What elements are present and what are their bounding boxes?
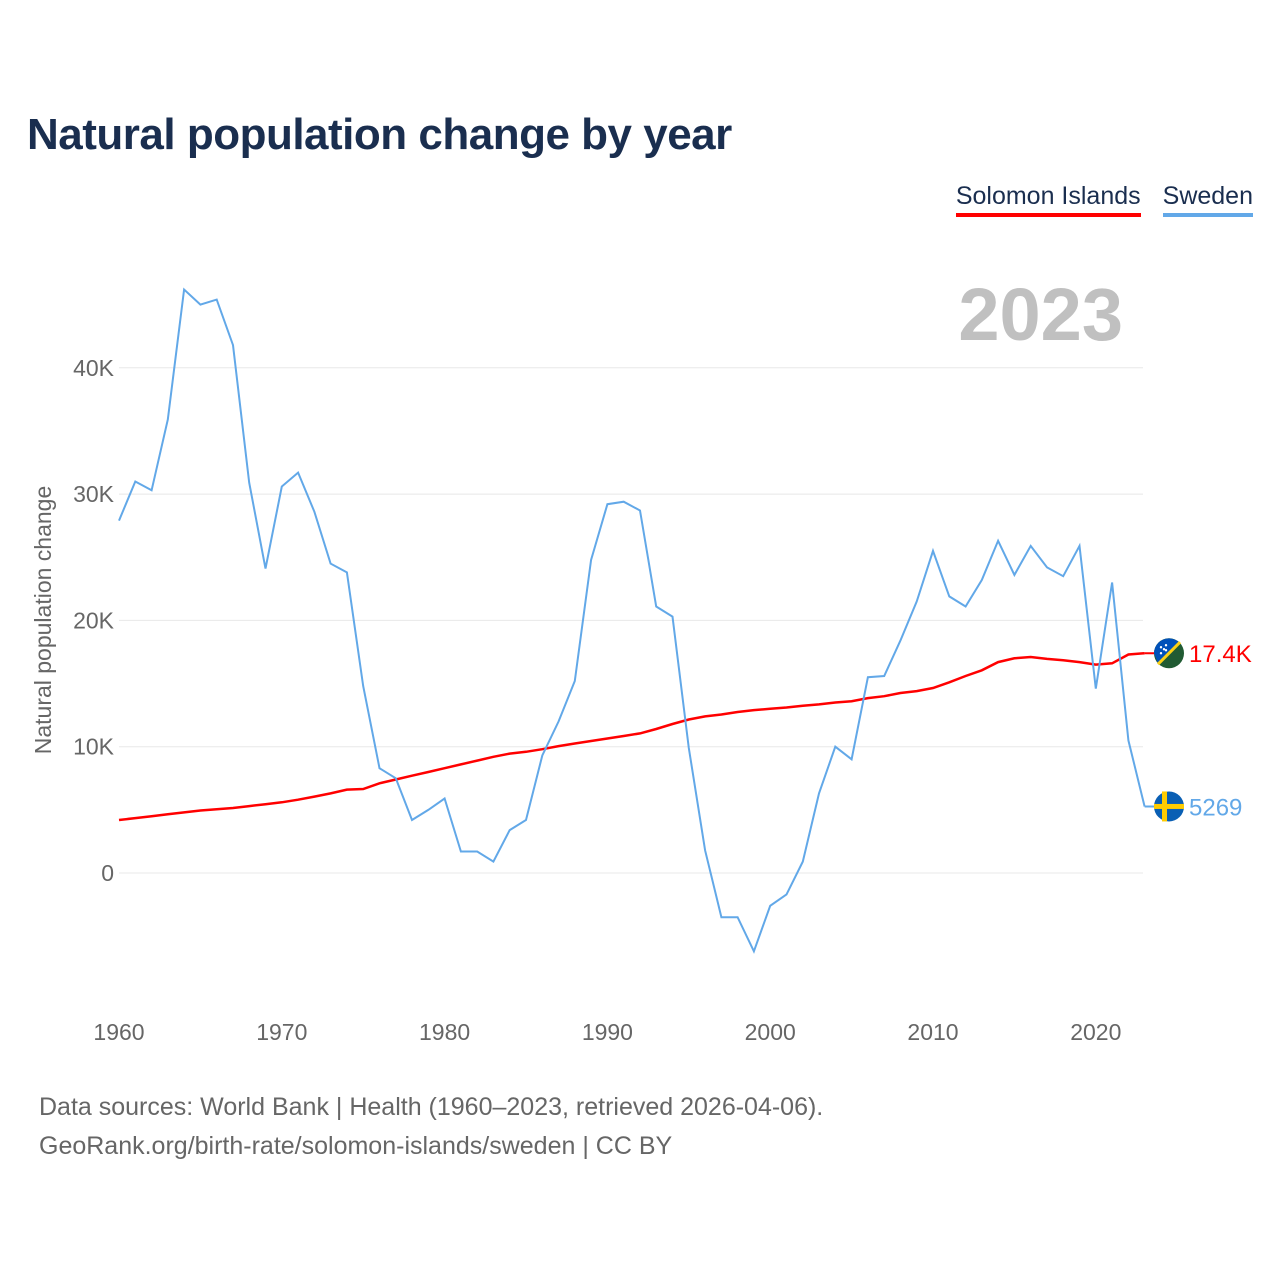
flag-star xyxy=(1159,646,1163,649)
end-value-label: 5269 xyxy=(1189,794,1242,821)
source-line-2[interactable]: GeoRank.org/birth-rate/solomon-islands/s… xyxy=(39,1132,673,1160)
x-tick-label: 1990 xyxy=(582,1019,633,1045)
y-tick-label: 20K xyxy=(73,607,115,633)
x-tick-label: 1960 xyxy=(93,1019,144,1045)
x-tick-label: 2010 xyxy=(907,1019,958,1045)
flag-cross xyxy=(1162,791,1167,822)
source-note: Data sources: World Bank | Health (1960–… xyxy=(39,1088,823,1166)
chart-title: Natural population change by year xyxy=(27,110,732,159)
flag-cross xyxy=(1154,803,1184,809)
x-tick-label: 1980 xyxy=(419,1019,470,1045)
series-line-sweden xyxy=(118,287,1146,954)
x-tick-label: 2000 xyxy=(745,1019,796,1045)
flag-star xyxy=(1164,644,1168,647)
year-label: 2023 xyxy=(958,273,1123,356)
flag-star xyxy=(1164,649,1168,652)
flag-star xyxy=(1162,648,1166,651)
y-tick-label: 10K xyxy=(73,734,115,760)
series-line-solomon-islands xyxy=(118,651,1145,822)
y-tick-label: 0 xyxy=(101,860,114,886)
end-value-label: 17.4K xyxy=(1189,641,1252,668)
x-tick-label: 1970 xyxy=(256,1019,307,1045)
y-axis-label: Natural population change xyxy=(30,486,56,755)
y-tick-label: 40K xyxy=(73,355,115,381)
legend-item-sweden[interactable]: Sweden xyxy=(1162,182,1253,217)
flag-star xyxy=(1159,652,1163,655)
legend: Solomon Islands Sweden xyxy=(955,182,1253,217)
x-tick-label: 2020 xyxy=(1070,1019,1121,1045)
source-line-1: Data sources: World Bank | Health (1960–… xyxy=(39,1093,824,1121)
legend-item-solomon-islands[interactable]: Solomon Islands xyxy=(955,182,1141,217)
flag-stripe xyxy=(1156,641,1182,666)
y-tick-label: 30K xyxy=(73,481,115,507)
